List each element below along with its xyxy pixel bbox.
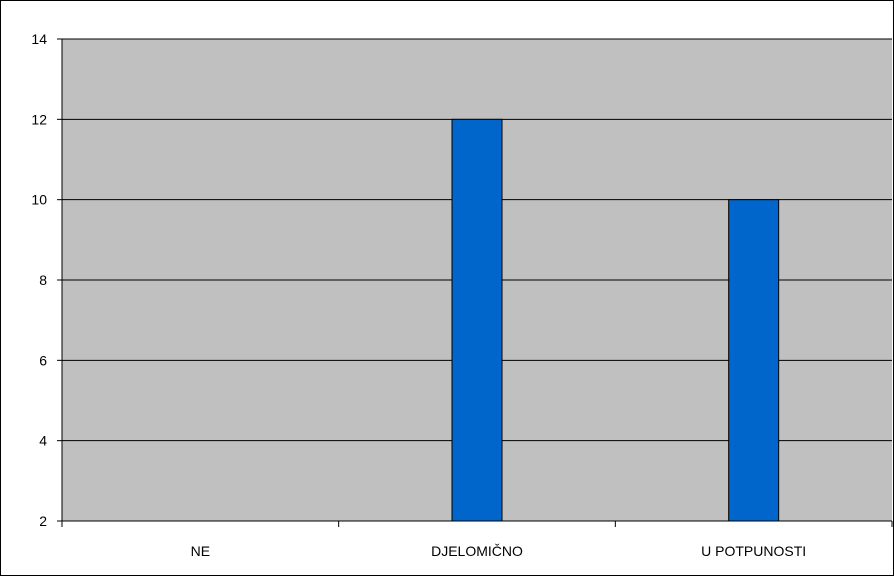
y-tick-labels: 2 4 6 8 10 12 14 <box>31 31 47 529</box>
x-tick-label: U POTPUNOSTI <box>701 543 806 559</box>
x-tick-label: DJELOMIČNO <box>431 543 523 559</box>
y-tick-label: 8 <box>39 272 47 288</box>
y-tick-label: 12 <box>31 111 47 127</box>
x-tick-label: NE <box>191 543 210 559</box>
y-tick-label: 2 <box>39 513 47 529</box>
axes <box>57 38 893 527</box>
bar <box>451 118 503 522</box>
bar <box>728 199 780 522</box>
y-tick-label: 10 <box>31 192 47 208</box>
y-tick-label: 6 <box>39 352 47 368</box>
y-tick-label: 14 <box>31 31 47 47</box>
x-tick-labels: NE DJELOMIČNO U POTPUNOSTI <box>191 543 807 559</box>
y-tick-label: 4 <box>39 433 47 449</box>
